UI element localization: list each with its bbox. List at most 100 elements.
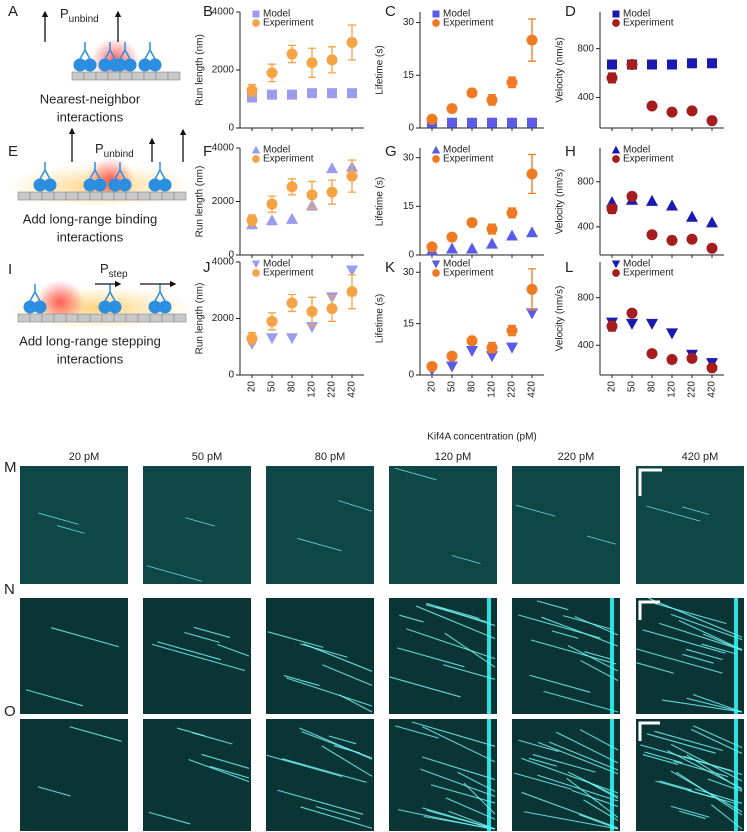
marker <box>306 321 318 333</box>
kymograph-track <box>411 721 496 747</box>
kymograph <box>636 719 744 831</box>
marker <box>526 168 538 180</box>
probability-symbol: P <box>100 261 109 276</box>
microtubule-segment <box>149 191 163 201</box>
kymograph-track <box>682 653 714 664</box>
microtubule-segment <box>65 313 79 323</box>
microtubule-segment <box>125 191 139 201</box>
concentration-label: 220 pM <box>558 451 595 463</box>
kymograph-track <box>521 757 619 794</box>
x-tick-label: 20 <box>247 381 258 393</box>
marker <box>286 212 298 224</box>
kymograph-track <box>217 644 250 657</box>
marker <box>246 332 258 344</box>
y-tick-label: 800 <box>577 43 594 54</box>
kymograph-track <box>300 806 373 829</box>
microtubule-segment <box>167 71 181 81</box>
kymograph-edge <box>487 719 491 831</box>
marker <box>267 89 277 100</box>
legend-marker <box>432 19 440 27</box>
marker <box>466 346 478 358</box>
panel-label: B <box>203 3 213 20</box>
marker <box>466 87 478 99</box>
y-tick-label: 30 <box>403 152 415 163</box>
marker <box>486 342 498 354</box>
y-tick-label: 0 <box>228 370 234 381</box>
microtubule-segment <box>89 191 103 201</box>
microtubule-segment <box>89 313 103 323</box>
kymograph-track <box>654 730 723 752</box>
marker <box>506 324 518 336</box>
microtubule-segment <box>137 191 151 201</box>
kymograph-track <box>283 675 320 687</box>
marker <box>426 360 438 372</box>
kymograph-edge <box>734 598 738 714</box>
kymograph-track <box>670 805 710 818</box>
marker <box>526 34 538 46</box>
microtubule-segment <box>101 313 115 323</box>
microtubule-segment <box>95 71 109 81</box>
x-tick-label: 80 <box>647 381 658 393</box>
legend-label: Model <box>623 9 650 20</box>
kymograph-track <box>395 725 439 739</box>
kymograph-track <box>188 758 250 783</box>
microtubule-segment <box>53 313 67 323</box>
marker <box>467 117 477 128</box>
y-tick-label: 2000 <box>212 65 235 76</box>
marker <box>286 333 298 345</box>
marker <box>686 233 698 245</box>
motor-stalk <box>39 162 51 180</box>
kymograph-track <box>537 774 619 802</box>
y-tick-label: 2000 <box>212 313 235 324</box>
legend-marker <box>431 145 441 154</box>
microtubule-segment <box>41 313 55 323</box>
motor-head <box>118 178 132 192</box>
microtubule-segment <box>131 71 145 81</box>
marker <box>266 67 278 79</box>
legend-marker <box>612 269 620 277</box>
y-tick-label: 15 <box>403 201 415 212</box>
marker <box>346 286 358 298</box>
kymograph-edge <box>734 719 738 831</box>
x-tick-label: 220 <box>687 381 698 398</box>
marker <box>306 57 318 69</box>
probability-subscript: step <box>109 269 128 280</box>
legend-label: Model <box>623 145 650 156</box>
legend-label: Experiment <box>263 154 314 165</box>
marker <box>466 242 478 254</box>
legend-marker <box>432 269 440 277</box>
marker <box>646 100 658 112</box>
y-tick-label: 15 <box>403 70 415 81</box>
y-tick-label: 4000 <box>212 7 235 18</box>
kymograph-track <box>422 726 496 763</box>
marker <box>666 106 678 118</box>
legend-label: Experiment <box>623 268 674 279</box>
kymograph-edge <box>487 598 491 714</box>
concentration-label: 80 pM <box>315 451 346 463</box>
marker <box>707 58 717 69</box>
marker <box>686 352 698 364</box>
legend-label: Model <box>443 145 470 156</box>
y-tick-label: 15 <box>403 318 415 329</box>
marker <box>706 115 718 127</box>
kymograph-track <box>678 810 706 820</box>
probability-label: Punbind <box>95 141 134 159</box>
kymograph-track <box>548 741 619 771</box>
marker <box>486 351 498 363</box>
legend-label: Experiment <box>623 18 674 29</box>
kymograph-track <box>157 641 222 661</box>
kymograph <box>20 719 128 831</box>
microtubule-segment <box>113 313 127 323</box>
microtubule-segment <box>161 313 175 323</box>
marker <box>287 89 297 100</box>
kymograph-track <box>543 690 619 713</box>
kymograph <box>512 598 620 714</box>
y-tick-label: 0 <box>408 370 414 381</box>
kymograph-track <box>395 467 437 481</box>
kymograph-track <box>523 811 619 830</box>
marker <box>666 328 678 340</box>
motor-head <box>98 58 112 72</box>
x-tick-label: 220 <box>507 381 518 398</box>
x-tick-label: 50 <box>627 381 638 393</box>
microtubule-segment <box>17 191 31 201</box>
